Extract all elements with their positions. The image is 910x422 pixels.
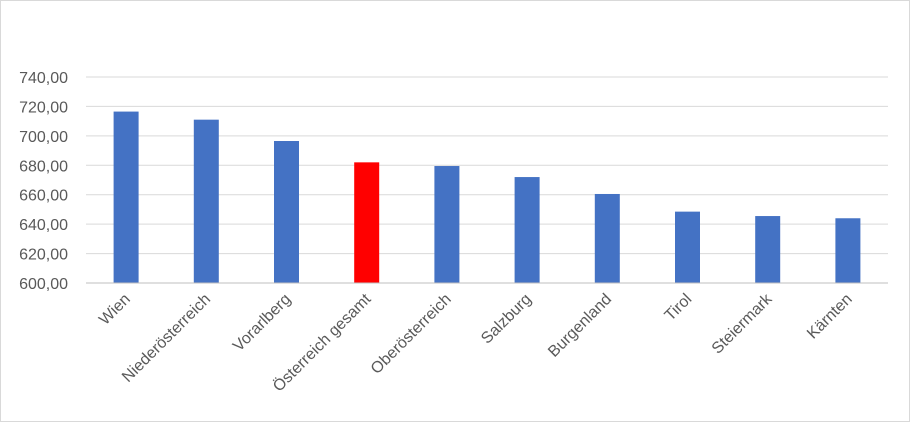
y-tick-label: 600,00 <box>19 276 68 293</box>
bar <box>755 216 781 283</box>
y-tick-label: 640,00 <box>19 217 68 234</box>
x-category-label: Vorarlberg <box>230 291 294 355</box>
gridlines <box>86 76 888 255</box>
bar <box>434 166 460 283</box>
y-axis-tick-labels: 600,00 620,00 640,00 660,00 680,00 700,00 720,… <box>19 70 68 293</box>
y-tick-label: 700,00 <box>19 129 68 146</box>
bar <box>113 111 139 283</box>
y-tick-label: 740,00 <box>19 70 68 87</box>
x-category-label: Kärnten <box>804 291 856 343</box>
bar <box>274 141 299 283</box>
x-category-label: Salzburg <box>478 291 535 348</box>
y-tick-label: 720,00 <box>19 99 68 116</box>
x-category-label: Oberösterreich <box>368 291 455 378</box>
bars <box>113 111 861 284</box>
y-tick-label: 620,00 <box>19 247 68 264</box>
bar <box>514 177 540 283</box>
bar <box>835 218 861 283</box>
y-tick-label: 660,00 <box>19 188 68 205</box>
bar <box>193 119 219 284</box>
x-category-label: Tirol <box>662 291 696 325</box>
y-tick-label: 680,00 <box>19 158 68 175</box>
x-category-label: Wien <box>96 291 134 329</box>
bar <box>675 211 700 283</box>
bar <box>594 193 620 283</box>
bar <box>354 162 380 283</box>
x-category-label: Burgenland <box>545 291 615 361</box>
x-category-label: Steiermark <box>709 290 776 357</box>
x-category-label: Niederösterreich <box>119 291 214 386</box>
